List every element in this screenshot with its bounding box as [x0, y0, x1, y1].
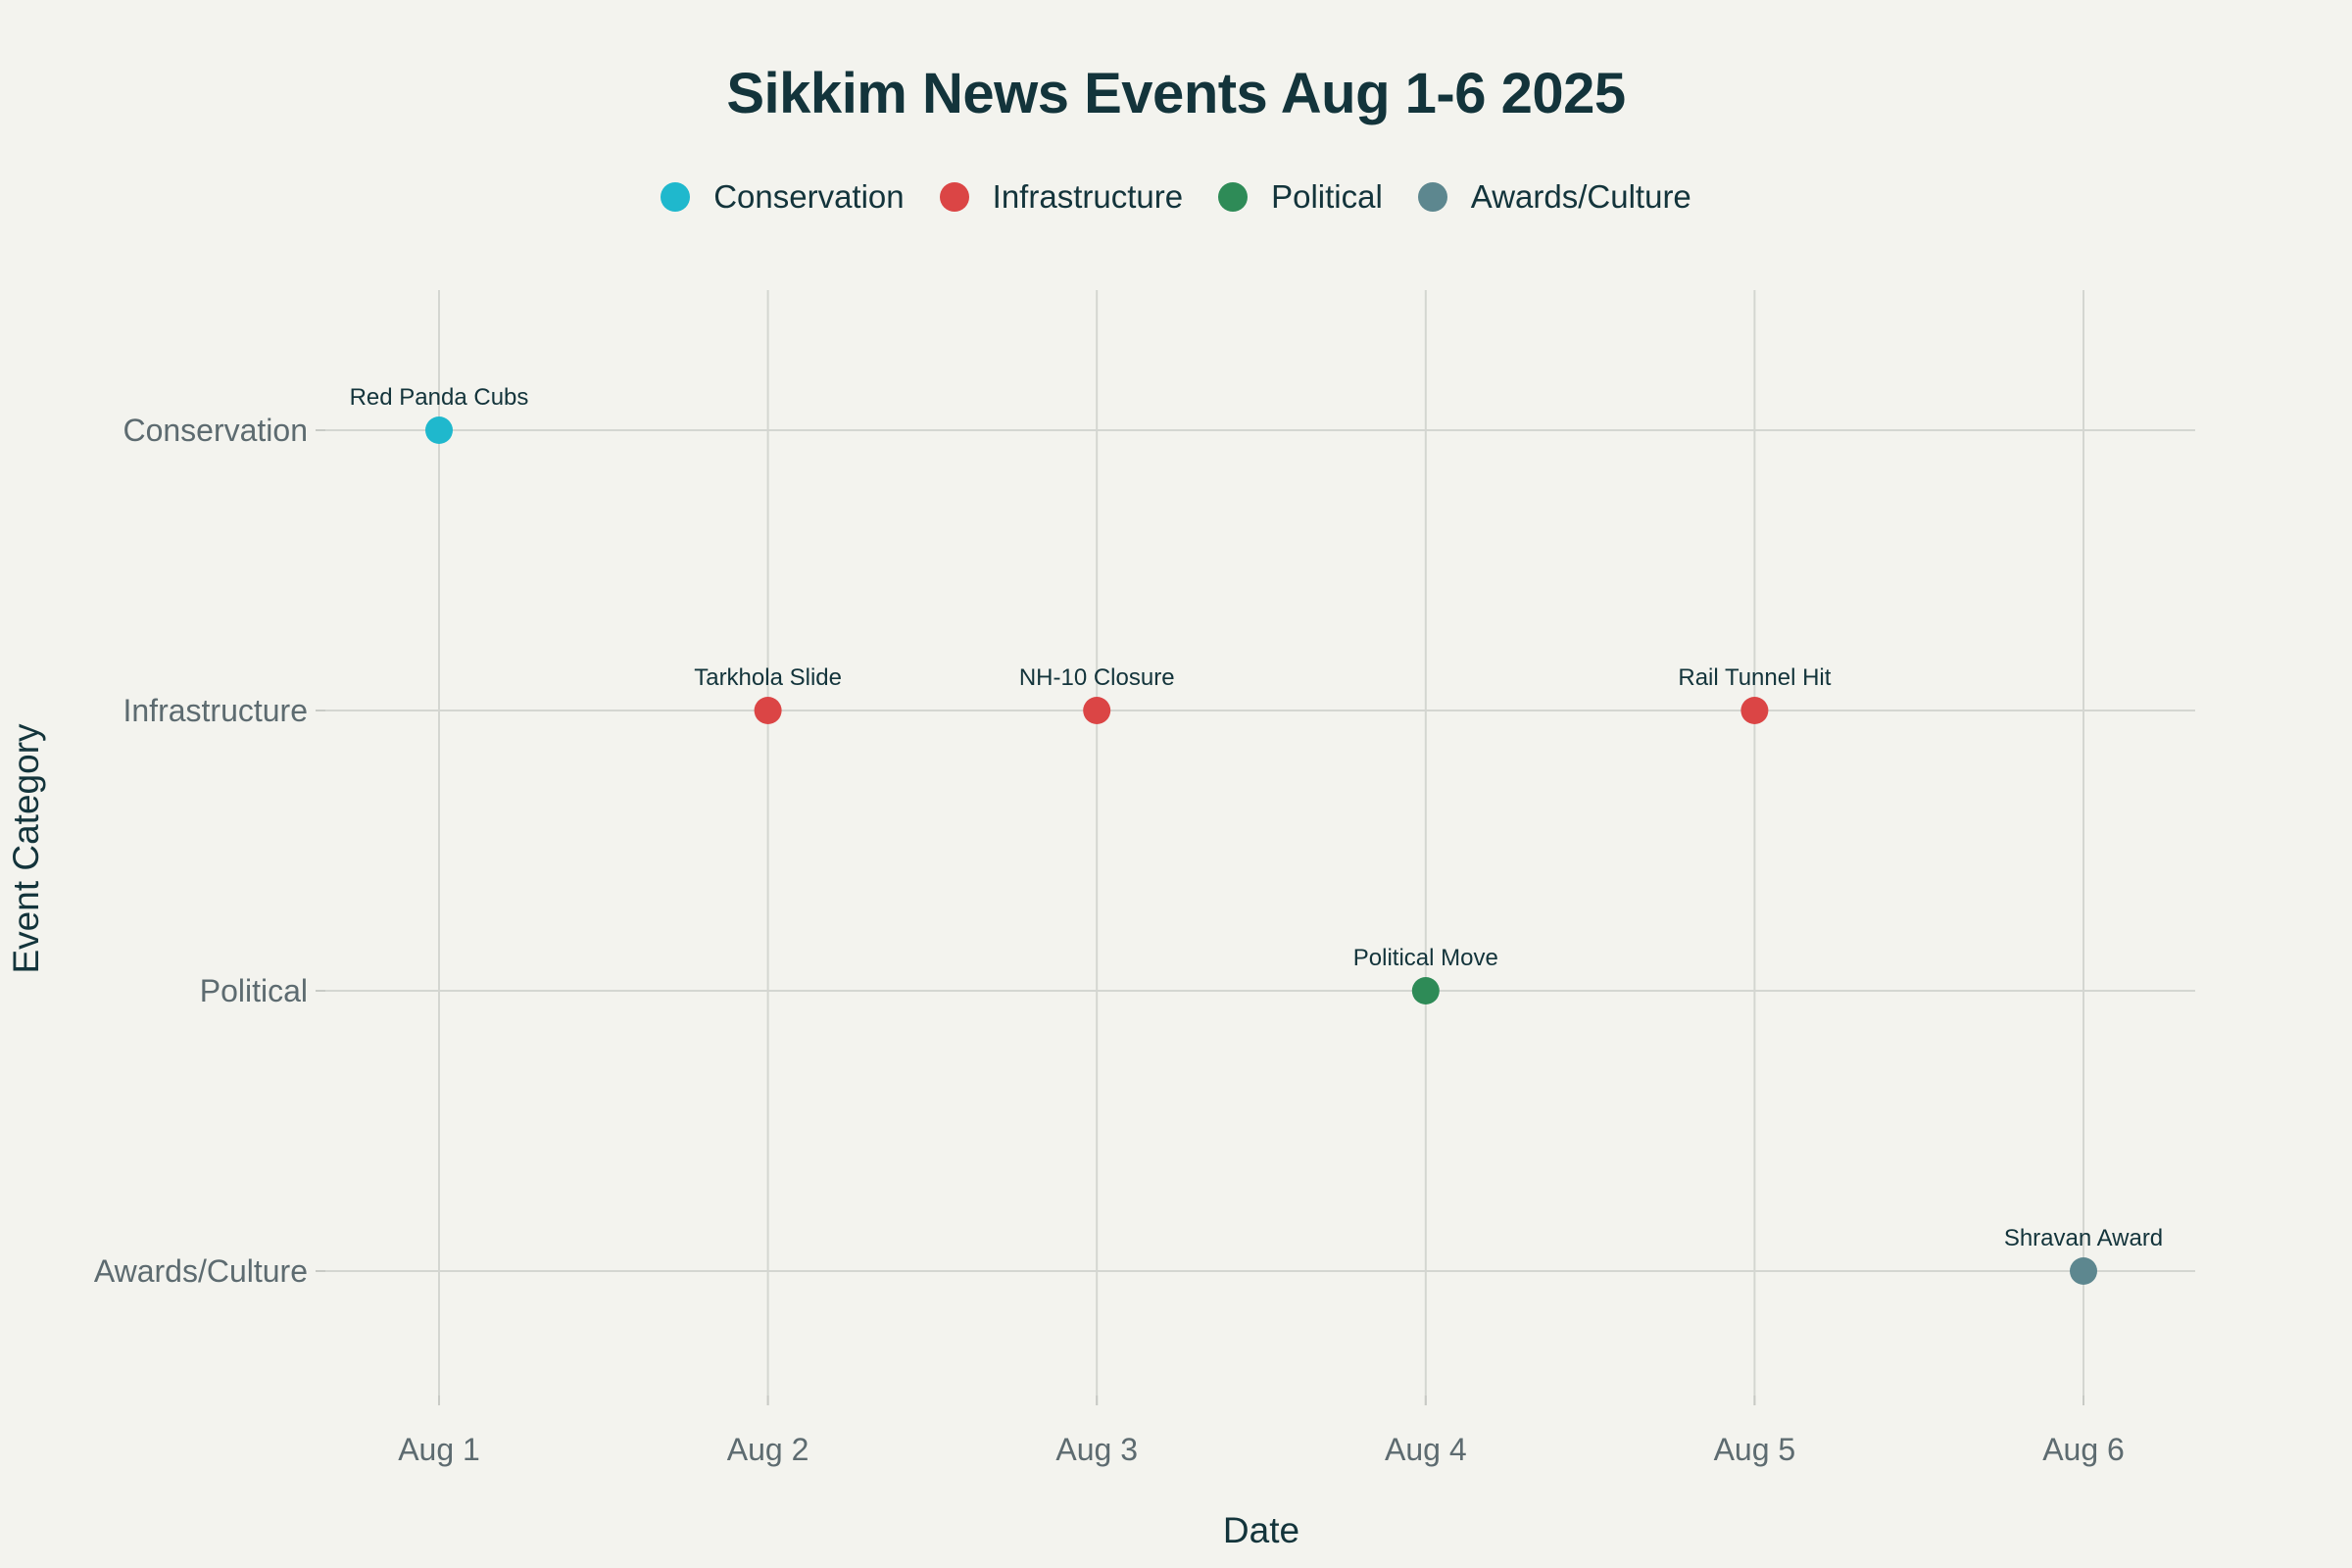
legend: Conservation Infrastructure Political Award…	[0, 178, 2352, 216]
x-tick-label: Aug 2	[727, 1432, 809, 1467]
data-point	[2070, 1257, 2097, 1285]
legend-label: Political	[1271, 178, 1383, 215]
data-point	[1411, 977, 1440, 1004]
y-tick-label: Conservation	[122, 413, 308, 448]
x-tick-label: Aug 4	[1385, 1432, 1467, 1467]
data-point	[425, 416, 453, 444]
data-label: Shravan Award	[2004, 1225, 2163, 1251]
y-tick-label: Awards/Culture	[94, 1253, 308, 1289]
legend-label: Conservation	[713, 178, 905, 215]
chart-title: Sikkim News Events Aug 1-6 2025	[726, 62, 1626, 125]
legend-swatch	[1417, 182, 1447, 212]
x-tick-label: Aug 3	[1055, 1432, 1138, 1467]
legend-item[interactable]: Infrastructure	[939, 178, 1184, 216]
legend-swatch	[661, 182, 691, 212]
grid	[316, 290, 2195, 1405]
x-tick-label: Aug 6	[2042, 1432, 2125, 1467]
legend-swatch	[939, 182, 969, 212]
legend-item[interactable]: Political	[1218, 178, 1383, 216]
y-axis-title: Event Category	[6, 723, 46, 974]
x-tick-label: Aug 5	[1714, 1432, 1796, 1467]
data-point	[754, 697, 782, 724]
legend-item[interactable]: Conservation	[661, 178, 905, 216]
data-label: Rail Tunnel Hit	[1678, 664, 1831, 691]
x-tick-label: Aug 1	[398, 1432, 480, 1467]
data-point	[1083, 697, 1111, 724]
data-points: Red Panda Cubs Tarkhola Slide NH-10 Closur…	[350, 384, 2163, 1285]
x-axis-title: Date	[1223, 1510, 1299, 1550]
data-point	[1740, 697, 1769, 724]
legend-label: Awards/Culture	[1470, 178, 1691, 215]
legend-swatch	[1218, 182, 1249, 212]
y-tick-label: Political	[200, 973, 308, 1008]
data-label: NH-10 Closure	[1019, 664, 1175, 691]
data-label: Red Panda Cubs	[350, 384, 529, 411]
data-label: Political Move	[1353, 945, 1498, 971]
legend-label: Infrastructure	[992, 178, 1184, 215]
data-label: Tarkhola Slide	[694, 664, 842, 691]
legend-item[interactable]: Awards/Culture	[1417, 178, 1691, 216]
y-tick-label: Infrastructure	[122, 693, 308, 728]
tick-labels: Aug 1 Aug 2 Aug 3 Aug 4 Aug 5 Aug 6 Conservati…	[94, 413, 2125, 1467]
